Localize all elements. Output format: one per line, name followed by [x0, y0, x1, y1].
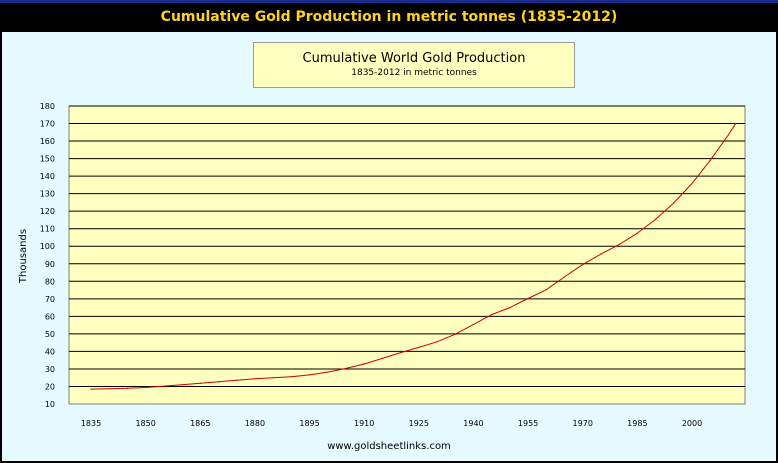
y-tick-label: 120 — [40, 207, 55, 216]
y-tick-label: 110 — [40, 225, 55, 234]
data-point — [236, 379, 238, 381]
data-point — [381, 357, 383, 360]
y-tick-labels: 10 20 30 40 50 60 70 80 90 100 110 120 130 140 150 160 1… — [40, 102, 55, 409]
data-point — [654, 218, 657, 221]
data-point — [418, 346, 420, 348]
x-tick-label: 1880 — [245, 419, 265, 428]
x-tick-labels: 1835 1850 1865 1880 1895 1910 1925 1940 1955 1970… — [81, 419, 702, 428]
y-tick-label: 50 — [45, 330, 55, 339]
y-tick-label: 90 — [45, 260, 55, 269]
data-point — [436, 341, 438, 343]
y-tick-label: 130 — [40, 190, 55, 199]
page-title: Cumulative Gold Production in metric ton… — [160, 8, 618, 25]
y-axis-label: Thousands — [18, 229, 29, 284]
data-points — [90, 122, 737, 390]
data-point — [618, 243, 620, 246]
data-point — [600, 253, 602, 255]
source-link[interactable]: www.goldsheetlinks.com — [327, 441, 451, 452]
x-tick-label: 2000 — [682, 419, 702, 428]
y-tick-label: 150 — [40, 155, 55, 164]
chart-subtitle: 1835-2012 in metric tonnes — [351, 68, 477, 78]
data-point — [181, 384, 183, 386]
data-point — [636, 232, 638, 234]
data-point — [563, 276, 566, 278]
data-point — [691, 182, 693, 185]
gridlines — [69, 105, 745, 387]
y-tick-label: 180 — [40, 102, 55, 111]
data-point — [126, 387, 129, 389]
x-tick-label: 1835 — [81, 419, 101, 428]
y-tick-label: 100 — [40, 242, 55, 251]
data-point — [509, 306, 511, 309]
data-point — [108, 388, 110, 390]
data-point — [400, 352, 402, 354]
data-point — [491, 314, 493, 316]
data-point — [363, 363, 365, 365]
data-point — [472, 323, 475, 326]
y-tick-label: 170 — [40, 120, 55, 129]
x-tick-label: 1895 — [299, 419, 319, 428]
data-point — [254, 378, 256, 380]
chart-title-box: Cumulative World Gold Production 1835-20… — [253, 42, 575, 88]
data-point — [709, 159, 711, 161]
y-tick-label: 40 — [45, 347, 55, 356]
y-tick-label: 140 — [40, 172, 55, 181]
y-tick-label: 30 — [45, 365, 55, 374]
y-tick-label: 60 — [45, 312, 55, 321]
data-point — [454, 333, 456, 335]
data-point — [735, 122, 737, 125]
data-point — [272, 377, 274, 379]
y-tick-label: 70 — [45, 295, 55, 304]
top-accent-bar — [0, 0, 778, 3]
data-point — [199, 382, 201, 384]
y-tick-label: 10 — [45, 400, 55, 409]
y-tick-label: 160 — [40, 137, 55, 146]
y-tick-label: 20 — [45, 382, 55, 391]
data-point — [527, 297, 529, 300]
y-tick-label: 80 — [45, 277, 55, 286]
data-point — [163, 385, 165, 387]
data-point — [727, 134, 730, 136]
data-point — [545, 289, 547, 291]
x-tick-label: 1955 — [518, 419, 538, 428]
data-point — [145, 386, 147, 389]
data-point — [290, 376, 292, 378]
chart-title: Cumulative World Gold Production — [302, 51, 526, 66]
data-point — [582, 264, 584, 266]
x-tick-label: 1970 — [573, 419, 593, 428]
data-point — [345, 367, 347, 370]
data-point — [673, 202, 675, 204]
x-tick-label: 1865 — [190, 419, 210, 428]
data-point — [90, 388, 92, 390]
x-tick-label: 1910 — [354, 419, 374, 428]
x-tick-label: 1985 — [627, 419, 647, 428]
x-tick-label: 1850 — [135, 419, 155, 428]
plot-area — [68, 105, 746, 405]
data-point — [327, 371, 329, 373]
data-point — [308, 374, 311, 376]
data-point — [217, 381, 220, 383]
x-tick-label: 1940 — [463, 419, 483, 428]
x-tick-label: 1925 — [409, 419, 429, 428]
